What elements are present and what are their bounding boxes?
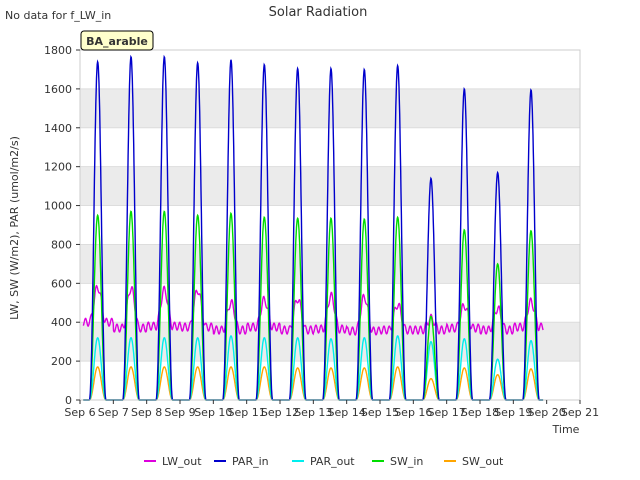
no-data-note: No data for f_LW_in xyxy=(5,9,111,22)
x-tick-label: Sep 10 xyxy=(194,406,232,419)
y-tick-label: 200 xyxy=(51,355,72,368)
x-tick-label: Sep 13 xyxy=(294,406,332,419)
y-tick-label: 0 xyxy=(65,394,72,407)
background-band xyxy=(80,166,580,206)
y-tick-label: 400 xyxy=(51,316,72,329)
x-tick-label: Sep 11 xyxy=(228,406,266,419)
legend: LW_out PAR_in PAR_out SW_in SW_out xyxy=(144,455,504,468)
x-tick-label: Sep 15 xyxy=(361,406,399,419)
x-tick-label: Sep 16 xyxy=(394,406,432,419)
x-tick-label: Sep 20 xyxy=(528,406,566,419)
legend-entry-label: LW_out xyxy=(162,455,202,468)
x-tick-label: Sep 14 xyxy=(328,406,366,419)
y-tick-label: 1800 xyxy=(44,44,72,57)
y-axis-ticks: 0 200 400 600 800 1000 1200 1400 1600 1800 xyxy=(44,44,80,407)
y-tick-label: 1600 xyxy=(44,83,72,96)
plot-background-bands xyxy=(80,50,580,400)
x-tick-label: Sep 19 xyxy=(494,406,532,419)
x-tick-label: Sep 12 xyxy=(261,406,299,419)
background-band xyxy=(80,244,580,284)
x-axis-label: Time xyxy=(552,423,580,436)
x-tick-label: Sep 18 xyxy=(461,406,499,419)
x-tick-label: Sep 7 xyxy=(98,406,129,419)
y-tick-label: 1400 xyxy=(44,122,72,135)
legend-entry-label: SW_in xyxy=(390,455,423,468)
legend-entry-label: PAR_in xyxy=(232,455,269,468)
x-tick-label: Sep 6 xyxy=(64,406,95,419)
chart-title: Solar Radiation xyxy=(269,5,368,20)
site-badge xyxy=(80,30,154,51)
legend-entry-label: PAR_out xyxy=(310,455,355,468)
x-tick-label: Sep 17 xyxy=(428,406,466,419)
y-axis-label: LW, SW (W/m2), PAR (umol/m2/s) xyxy=(8,136,21,320)
y-tick-label: 1000 xyxy=(44,200,72,213)
y-tick-label: 600 xyxy=(51,277,72,290)
x-tick-label: Sep 8 xyxy=(131,406,162,419)
x-tick-label: Sep 9 xyxy=(164,406,195,419)
plot-frame xyxy=(79,49,581,401)
x-tick-label: Sep 21 xyxy=(561,406,599,419)
legend-entry-label: SW_out xyxy=(462,455,504,468)
site-badge-label: BA_arable xyxy=(86,35,148,48)
y-tick-label: 800 xyxy=(51,238,72,251)
y-tick-label: 1200 xyxy=(44,161,72,174)
